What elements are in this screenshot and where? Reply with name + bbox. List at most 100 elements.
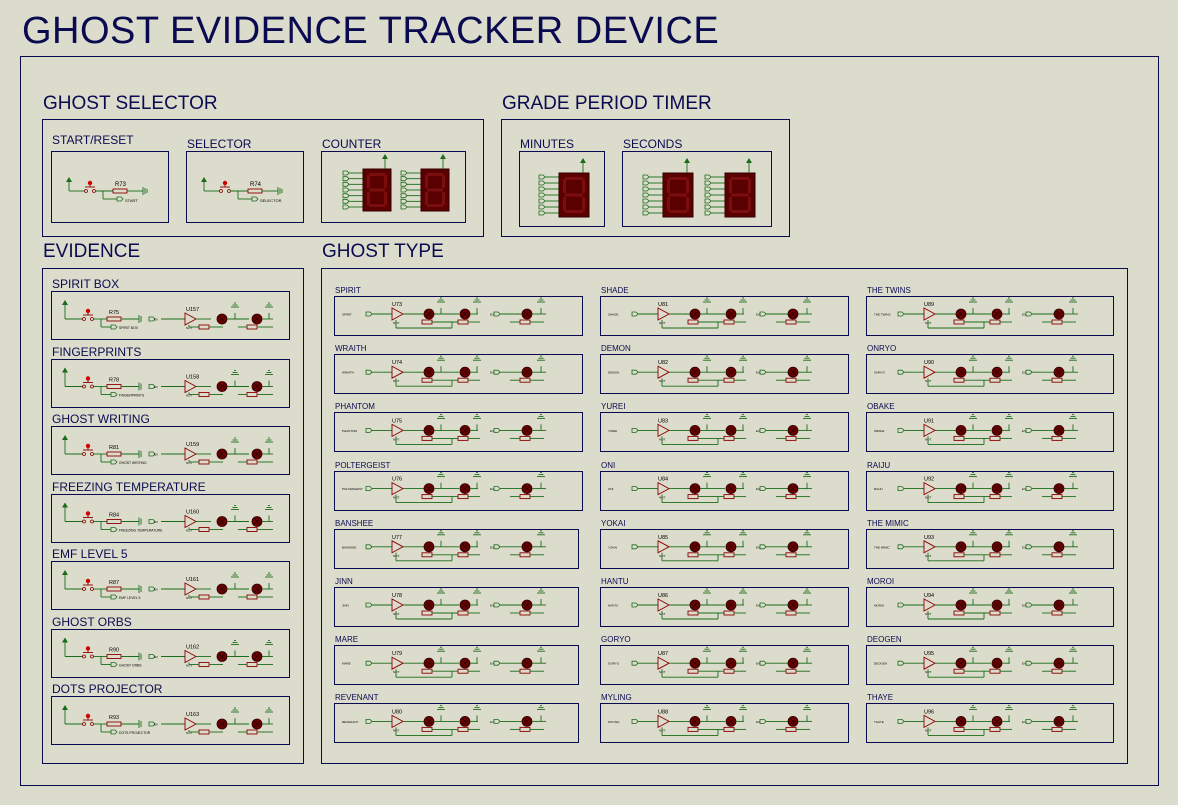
net-tag-text: EV bbox=[1022, 429, 1026, 433]
ghost-type-label: SHADE bbox=[601, 286, 629, 295]
ghost-type-label: GORYO bbox=[601, 635, 631, 645]
net-tag-text: EV bbox=[756, 487, 760, 491]
segment bbox=[731, 177, 749, 180]
resistor bbox=[953, 377, 965, 383]
wire bbox=[218, 383, 226, 390]
evidence-label: FINGERPRINTS bbox=[52, 344, 142, 359]
wire bbox=[727, 485, 735, 492]
ghost-type-box[interactable] bbox=[334, 354, 583, 395]
ghost-type-box[interactable] bbox=[600, 528, 849, 569]
ghost-net-label: HANTU bbox=[608, 604, 618, 608]
ghost-type-box[interactable] bbox=[600, 703, 849, 744]
net-label-tag bbox=[759, 719, 767, 724]
ghost-type-box[interactable] bbox=[866, 412, 1114, 453]
net-label-tag bbox=[365, 660, 373, 666]
button-cap bbox=[85, 308, 91, 314]
resistor bbox=[953, 319, 965, 325]
evidence-box[interactable] bbox=[51, 358, 290, 408]
ghost-type-box[interactable] bbox=[334, 470, 583, 511]
ghost-type-box[interactable] bbox=[866, 470, 1114, 511]
resistor bbox=[198, 594, 210, 600]
button-contact bbox=[82, 722, 86, 726]
wire bbox=[253, 518, 261, 525]
ghost-type-box[interactable] bbox=[334, 296, 583, 336]
power-arrow bbox=[62, 367, 68, 373]
net-label-tag bbox=[538, 210, 546, 216]
resistor bbox=[687, 435, 699, 441]
ghost-type-box[interactable] bbox=[866, 528, 1114, 569]
wire bbox=[993, 427, 1001, 434]
wire bbox=[957, 543, 965, 551]
button-contact bbox=[82, 519, 86, 524]
resistor bbox=[106, 586, 122, 592]
ghost-type-label: MOROI bbox=[867, 577, 895, 586]
wire bbox=[957, 718, 965, 725]
net-label-tag bbox=[110, 662, 118, 667]
ghost-type-box[interactable] bbox=[866, 354, 1114, 395]
evidence-resistor-label: R81 bbox=[109, 445, 119, 451]
ghost-type-box[interactable] bbox=[866, 645, 1114, 686]
wire bbox=[425, 718, 433, 725]
evidence-box[interactable] bbox=[51, 561, 290, 610]
net-label-tag bbox=[342, 181, 350, 187]
evidence-box[interactable] bbox=[51, 628, 290, 678]
resistor bbox=[1051, 726, 1063, 732]
wire bbox=[1055, 427, 1063, 434]
selector-box[interactable] bbox=[186, 151, 304, 223]
ghost-net-label: MOROI bbox=[874, 604, 884, 608]
ghost-type-box[interactable] bbox=[600, 296, 849, 336]
ghost-type-box[interactable] bbox=[334, 528, 579, 569]
net-tag-text: EV bbox=[1022, 720, 1026, 724]
wire bbox=[461, 601, 469, 609]
resistor bbox=[953, 494, 965, 500]
ghost-type-box[interactable] bbox=[334, 412, 583, 453]
net-label-tag bbox=[148, 519, 156, 524]
ghost-type-box[interactable] bbox=[600, 354, 849, 395]
buffer-gate bbox=[184, 514, 197, 529]
ghost-type-label: DEMON bbox=[601, 344, 631, 354]
net-label-tag bbox=[631, 311, 639, 317]
ghost-type-box[interactable] bbox=[334, 703, 579, 744]
ghost-type-box[interactable] bbox=[866, 296, 1114, 336]
net-tag-text: EV bbox=[154, 723, 158, 727]
resistor bbox=[785, 319, 797, 325]
button-cap bbox=[85, 646, 91, 651]
ghost-net-label: SPIRIT bbox=[342, 313, 352, 317]
evidence-box[interactable] bbox=[51, 291, 290, 340]
resistor bbox=[106, 316, 122, 322]
evidence-net-label: FINGERPRINTS bbox=[119, 394, 145, 398]
ghost-type-box[interactable] bbox=[866, 703, 1114, 744]
ghost-type-box[interactable] bbox=[334, 645, 579, 686]
ghost-type-box[interactable] bbox=[866, 587, 1114, 627]
resistor bbox=[723, 494, 735, 500]
ghost-type-box[interactable] bbox=[600, 470, 849, 511]
ghost-type-label: MARE bbox=[335, 635, 359, 645]
net-label-tag bbox=[110, 392, 118, 397]
resistor bbox=[785, 552, 797, 558]
button-contact bbox=[82, 452, 86, 456]
net-label-tag bbox=[759, 544, 767, 550]
net-label-tag bbox=[704, 192, 712, 198]
evidence-label: SPIRIT BOX bbox=[52, 277, 120, 291]
ghost-type-box[interactable] bbox=[600, 587, 849, 627]
ghost-type-box[interactable] bbox=[600, 645, 849, 686]
ghost-type-box[interactable] bbox=[334, 587, 579, 627]
resistor bbox=[519, 668, 531, 674]
net-label-tag bbox=[538, 180, 546, 186]
wire bbox=[461, 368, 469, 376]
wire bbox=[993, 543, 1001, 551]
evidence-box[interactable] bbox=[51, 426, 290, 475]
net-label-tag bbox=[897, 427, 905, 433]
wire bbox=[461, 543, 469, 551]
resistor bbox=[198, 729, 210, 735]
start-reset-box[interactable] bbox=[51, 151, 169, 223]
ghost-chip-label: U86 bbox=[658, 593, 668, 599]
evidence-box[interactable] bbox=[51, 493, 290, 543]
button-cap bbox=[85, 713, 91, 719]
ghost-type-box[interactable] bbox=[600, 412, 849, 453]
resistor bbox=[953, 668, 965, 674]
net-label-tag bbox=[493, 311, 501, 317]
evidence-resistor-label: R90 bbox=[109, 648, 119, 654]
ghost-chip-label: U77 bbox=[392, 535, 402, 541]
evidence-box[interactable] bbox=[51, 696, 290, 745]
